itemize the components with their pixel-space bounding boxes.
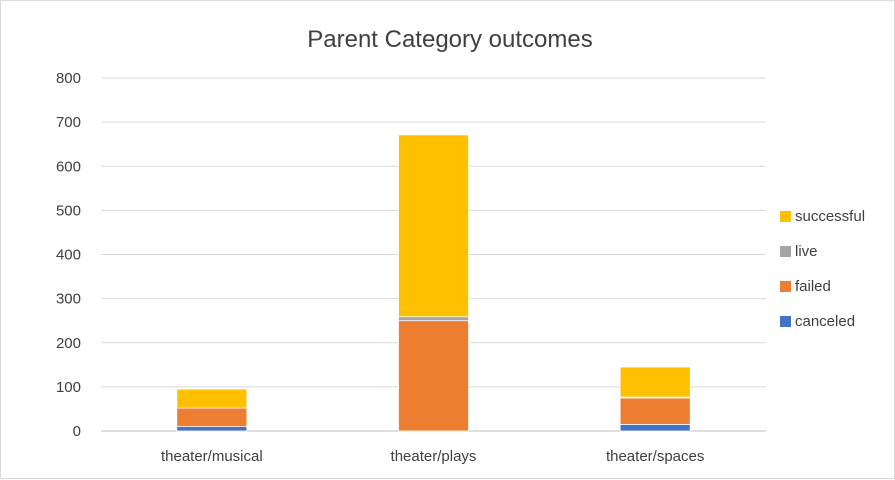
x-tick-label: theater/spaces — [606, 448, 704, 465]
y-tick-label: 100 — [56, 379, 81, 396]
y-axis: 0 100 200 300 400 500 600 700 800 — [56, 70, 81, 440]
legend-label-live: live — [795, 243, 818, 260]
bar-segment-live — [398, 316, 469, 322]
x-tick-label: theater/plays — [391, 448, 477, 465]
y-tick-label: 800 — [56, 70, 81, 87]
legend: successful live failed canceled — [780, 208, 865, 330]
bar-segment-successful — [398, 134, 469, 318]
legend-swatch-live — [780, 246, 791, 257]
legend-swatch-canceled — [780, 316, 791, 327]
legend-label-canceled: canceled — [795, 313, 855, 330]
legend-swatch-failed — [780, 281, 791, 292]
y-tick-label: 600 — [56, 158, 81, 175]
y-tick-label: 300 — [56, 291, 81, 308]
chart-title: Parent Category outcomes — [307, 26, 592, 53]
bar-segment-failed — [176, 407, 248, 427]
x-axis: theater/musical theater/plays theater/spac… — [161, 448, 704, 465]
bar-segment-successful — [619, 366, 691, 398]
legend-swatch-successful — [780, 211, 791, 222]
bar-segment-failed — [619, 397, 691, 425]
legend-label-failed: failed — [795, 278, 831, 295]
bar-segment-canceled — [176, 426, 248, 432]
y-tick-label: 500 — [56, 202, 81, 219]
x-tick-label: theater/musical — [161, 448, 263, 465]
legend-label-successful: successful — [795, 208, 865, 225]
y-tick-label: 700 — [56, 114, 81, 131]
bars — [176, 134, 691, 432]
y-tick-label: 0 — [73, 423, 81, 440]
y-tick-label: 400 — [56, 247, 81, 264]
bar-segment-failed — [398, 320, 469, 432]
bar-segment-canceled — [619, 424, 691, 432]
y-tick-label: 200 — [56, 335, 81, 352]
bar-segment-successful — [176, 388, 248, 409]
